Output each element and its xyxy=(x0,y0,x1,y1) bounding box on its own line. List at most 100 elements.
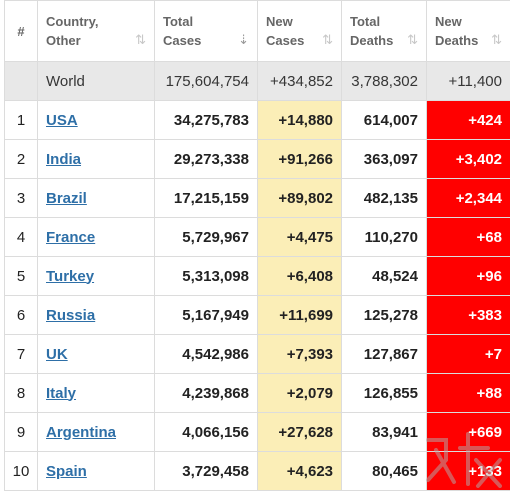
new-cases-cell: +11,699 xyxy=(258,296,342,335)
header-total-cases-line1: Total xyxy=(163,14,193,29)
new-deaths-cell: +424 xyxy=(427,101,510,140)
country-link[interactable]: Italy xyxy=(46,385,76,402)
rank-cell: 7 xyxy=(5,335,38,374)
header-country-line2: Other xyxy=(46,33,81,48)
total-deaths-cell: 363,097 xyxy=(342,140,427,179)
new-deaths-cell: +68 xyxy=(427,218,510,257)
total-deaths-cell: 80,465 xyxy=(342,452,427,491)
country-link[interactable]: France xyxy=(46,229,95,246)
new-deaths-cell: +2,344 xyxy=(427,179,510,218)
world-rank-cell xyxy=(5,62,38,101)
country-link[interactable]: India xyxy=(46,151,81,168)
country-cell: Brazil xyxy=(38,179,155,218)
world-total-deaths: 3,788,302 xyxy=(342,62,427,101)
covid-stats-table: # Country, Other ⇅ Total Cases ⇣ xyxy=(4,0,510,491)
column-header-index: # xyxy=(5,1,38,62)
country-link[interactable]: Brazil xyxy=(46,190,87,207)
new-cases-cell: +6,408 xyxy=(258,257,342,296)
total-cases-cell: 4,066,156 xyxy=(155,413,258,452)
total-cases-cell: 17,215,159 xyxy=(155,179,258,218)
new-cases-cell: +4,475 xyxy=(258,218,342,257)
table-body: World 175,604,754 +434,852 3,788,302 +11… xyxy=(5,62,510,491)
country-link[interactable]: Argentina xyxy=(46,424,116,441)
rank-cell: 8 xyxy=(5,374,38,413)
column-header-new-deaths[interactable]: New Deaths ⇅ xyxy=(427,1,510,62)
header-total-deaths-line1: Total xyxy=(350,14,380,29)
country-link[interactable]: Russia xyxy=(46,307,95,324)
new-deaths-cell: +383 xyxy=(427,296,510,335)
rank-cell: 1 xyxy=(5,101,38,140)
new-cases-cell: +2,079 xyxy=(258,374,342,413)
total-deaths-cell: 48,524 xyxy=(342,257,427,296)
total-cases-cell: 4,239,868 xyxy=(155,374,258,413)
new-deaths-cell: +3,402 xyxy=(427,140,510,179)
header-index-label: # xyxy=(17,22,24,41)
world-country-cell: World xyxy=(38,62,155,101)
new-deaths-cell: +669 xyxy=(427,413,510,452)
country-link[interactable]: UK xyxy=(46,346,68,363)
rank-cell: 9 xyxy=(5,413,38,452)
header-total-deaths-line2: Deaths xyxy=(350,33,393,48)
country-cell: UK xyxy=(38,335,155,374)
total-cases-cell: 4,542,986 xyxy=(155,335,258,374)
new-cases-cell: +4,623 xyxy=(258,452,342,491)
rank-cell: 2 xyxy=(5,140,38,179)
sort-descending-icon[interactable]: ⇣ xyxy=(238,33,249,46)
country-link[interactable]: Spain xyxy=(46,463,87,480)
country-link[interactable]: Turkey xyxy=(46,268,94,285)
sort-icon[interactable]: ⇅ xyxy=(491,33,502,46)
header-new-cases-line2: Cases xyxy=(266,33,304,48)
world-total-cases: 175,604,754 xyxy=(155,62,258,101)
new-cases-cell: +7,393 xyxy=(258,335,342,374)
new-cases-cell: +27,628 xyxy=(258,413,342,452)
new-deaths-cell: +7 xyxy=(427,335,510,374)
total-deaths-cell: 127,867 xyxy=(342,335,427,374)
country-cell: France xyxy=(38,218,155,257)
header-new-cases-line1: New xyxy=(266,14,293,29)
new-deaths-cell: +133 xyxy=(427,452,510,491)
total-cases-cell: 3,729,458 xyxy=(155,452,258,491)
sort-icon[interactable]: ⇅ xyxy=(322,33,333,46)
header-new-deaths-line2: Deaths xyxy=(435,33,478,48)
country-cell: Argentina xyxy=(38,413,155,452)
total-deaths-cell: 83,941 xyxy=(342,413,427,452)
total-cases-cell: 5,729,967 xyxy=(155,218,258,257)
country-cell: Italy xyxy=(38,374,155,413)
total-cases-cell: 5,313,098 xyxy=(155,257,258,296)
sort-icon[interactable]: ⇅ xyxy=(135,33,146,46)
column-header-new-cases[interactable]: New Cases ⇅ xyxy=(258,1,342,62)
header-new-deaths-line1: New xyxy=(435,14,462,29)
total-deaths-cell: 110,270 xyxy=(342,218,427,257)
column-header-country[interactable]: Country, Other ⇅ xyxy=(38,1,155,62)
header-country-line1: Country, xyxy=(46,14,98,29)
header-total-cases-line2: Cases xyxy=(163,33,201,48)
world-new-deaths: +11,400 xyxy=(427,62,510,101)
table-header: # Country, Other ⇅ Total Cases ⇣ xyxy=(5,1,510,62)
total-cases-cell: 29,273,338 xyxy=(155,140,258,179)
total-deaths-cell: 614,007 xyxy=(342,101,427,140)
country-cell: Russia xyxy=(38,296,155,335)
column-header-total-deaths[interactable]: Total Deaths ⇅ xyxy=(342,1,427,62)
total-deaths-cell: 126,855 xyxy=(342,374,427,413)
column-header-total-cases[interactable]: Total Cases ⇣ xyxy=(155,1,258,62)
total-cases-cell: 34,275,783 xyxy=(155,101,258,140)
new-cases-cell: +91,266 xyxy=(258,140,342,179)
new-deaths-cell: +96 xyxy=(427,257,510,296)
world-new-cases: +434,852 xyxy=(258,62,342,101)
sort-icon[interactable]: ⇅ xyxy=(407,33,418,46)
country-cell: Turkey xyxy=(38,257,155,296)
country-cell: Spain xyxy=(38,452,155,491)
country-link[interactable]: USA xyxy=(46,112,78,129)
total-deaths-cell: 125,278 xyxy=(342,296,427,335)
header-row: # Country, Other ⇅ Total Cases ⇣ xyxy=(5,1,510,62)
rank-cell: 6 xyxy=(5,296,38,335)
